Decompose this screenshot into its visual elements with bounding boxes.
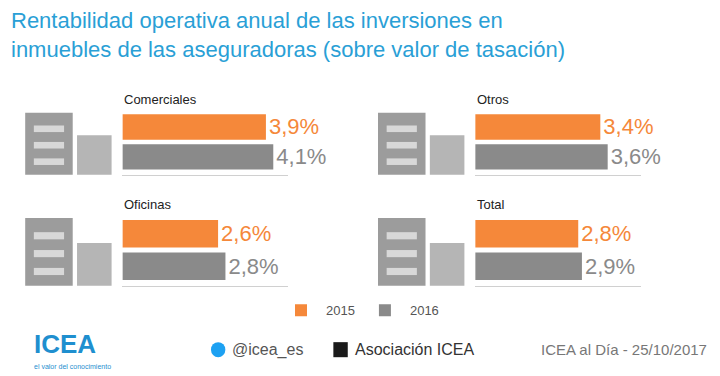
svg-text:@icea_es: @icea_es	[232, 341, 303, 359]
svg-text:Total: Total	[477, 197, 505, 212]
svg-text:3,9%: 3,9%	[269, 114, 319, 139]
svg-text:ICEA al Día - 25/10/2017: ICEA al Día - 25/10/2017	[541, 341, 707, 358]
svg-text:Rentabilidad operativa anual d: Rentabilidad operativa anual de las inve…	[11, 8, 565, 62]
svg-text:3,4%: 3,4%	[603, 114, 653, 139]
svg-text:el valor del conocimiento: el valor del conocimiento	[34, 363, 111, 370]
svg-text:Comerciales: Comerciales	[124, 92, 197, 107]
svg-text:2,9%: 2,9%	[585, 254, 635, 279]
svg-text:3,6%: 3,6%	[611, 144, 661, 169]
svg-text:Asociación ICEA: Asociación ICEA	[355, 341, 474, 358]
svg-text:2016: 2016	[410, 303, 439, 318]
svg-text:2,6%: 2,6%	[221, 221, 271, 246]
svg-text:ICEA: ICEA	[34, 329, 96, 359]
svg-text:2015: 2015	[326, 303, 355, 318]
svg-text:2,8%: 2,8%	[581, 221, 631, 246]
svg-text:2,8%: 2,8%	[228, 254, 278, 279]
svg-text:4,1%: 4,1%	[276, 144, 326, 169]
svg-text:Oficinas: Oficinas	[124, 197, 171, 212]
svg-text:Otros: Otros	[477, 92, 509, 107]
